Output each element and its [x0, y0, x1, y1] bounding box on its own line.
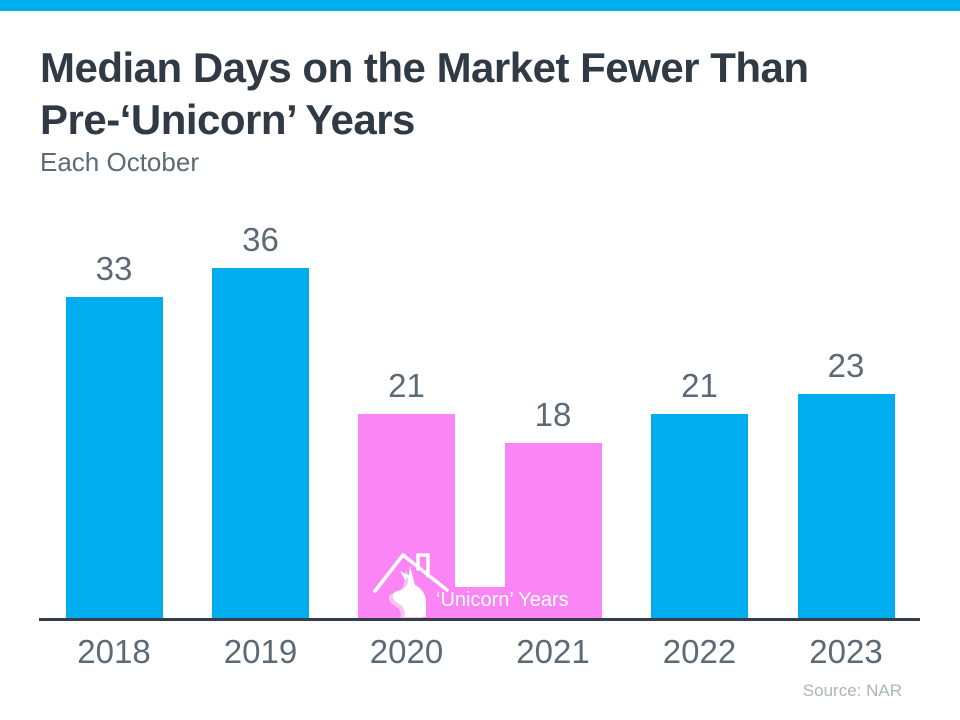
unicorn-years-label: ‘Unicorn’ Years	[436, 589, 569, 611]
bar-value-label-2019: 36	[242, 221, 279, 258]
bar-2018	[65, 297, 163, 618]
x-axis-label-2022: 2022	[662, 633, 737, 670]
bar-2021	[504, 443, 602, 618]
bar-value-label-2018: 33	[95, 250, 133, 288]
chart-subtitle: Each October	[40, 147, 199, 177]
unicorn-highlight-connector	[455, 587, 505, 618]
bar-2019	[212, 268, 309, 618]
x-axis-label-2019: 2019	[223, 633, 298, 670]
x-axis-label-2018: 2018	[77, 633, 151, 670]
top-accent-banner	[0, 0, 960, 11]
chart-title-line-2: Pre-‘Unicorn’ Years	[40, 96, 415, 143]
chart-title: Median Days on the Market Fewer Than Pre…	[40, 42, 920, 146]
bar-2023	[797, 394, 895, 618]
x-axis-label-2023: 2023	[809, 633, 883, 670]
bar-value-label-2023: 23	[827, 347, 865, 385]
bar-2022	[651, 413, 748, 618]
bar-value-label-2021: 18	[534, 396, 572, 433]
x-axis-label-2020: 2020	[369, 633, 444, 670]
x-axis-label-2021: 2021	[516, 633, 590, 670]
unicorn-house-icon	[372, 545, 450, 619]
bar-value-label-2020: 21	[388, 366, 425, 404]
x-axis-line	[39, 618, 920, 621]
bar-value-label-2022: 21	[681, 366, 718, 404]
chart-title-line-1: Median Days on the Market Fewer Than	[40, 44, 809, 91]
source-credit: Source: NAR	[802, 681, 902, 700]
